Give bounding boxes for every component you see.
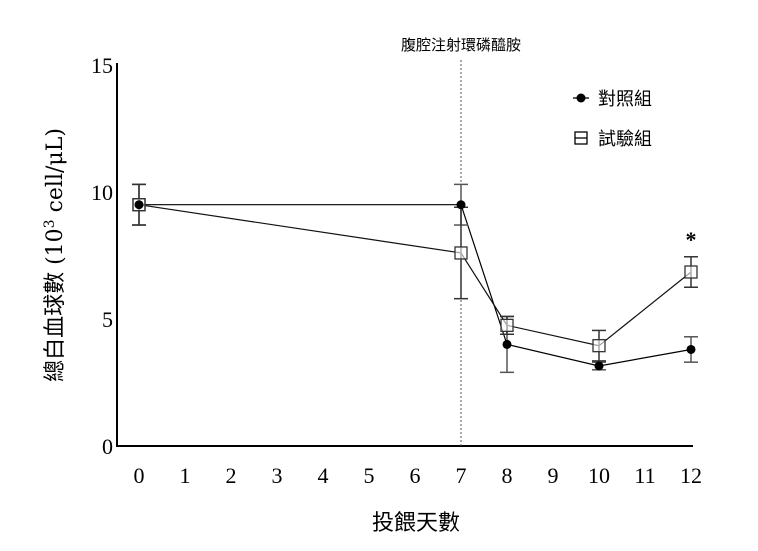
x-tick-label: 2 <box>226 463 237 488</box>
y-tick-label: 10 <box>91 180 113 205</box>
marker-open-square <box>684 265 698 279</box>
marker-filled-circle <box>594 361 604 371</box>
marker-open-square <box>500 318 514 333</box>
significance-star: * <box>686 227 697 252</box>
y-axis-label: 總白血球數 (103 cell/μL) <box>42 128 68 382</box>
legend-marker-filled-circle <box>576 93 586 103</box>
series-line-treatment <box>138 204 692 347</box>
marker-open-square <box>454 246 468 260</box>
x-tick-label: 6 <box>410 463 421 488</box>
x-tick-label: 11 <box>634 463 655 488</box>
x-tick-label: 9 <box>548 463 559 488</box>
marker-open-square <box>592 339 606 353</box>
legend-label-treatment: 試驗組 <box>598 129 652 150</box>
x-axis-label: 投餵天數 <box>372 511 460 536</box>
y-tick-label: 5 <box>102 307 113 332</box>
x-tick-label: 0 <box>134 463 145 488</box>
marker-filled-circle <box>456 200 466 210</box>
marker-open-square <box>132 198 146 212</box>
x-tick-label: 3 <box>272 463 283 488</box>
x-tick-label: 5 <box>364 463 375 488</box>
x-tick-label: 4 <box>318 463 329 488</box>
series-line-control <box>139 204 692 367</box>
y-tick-label: 0 <box>102 434 113 459</box>
annotation-label: 腹腔注射環磷醯胺 <box>401 36 521 54</box>
x-tick-label: 1 <box>180 463 191 488</box>
marker-filled-circle <box>502 339 512 349</box>
x-tick-label: 7 <box>456 463 467 488</box>
x-tick-label: 12 <box>680 463 702 488</box>
marker-filled-circle <box>686 344 696 354</box>
x-tick-label: 8 <box>502 463 513 488</box>
marker-filled-circle <box>134 200 144 210</box>
y-tick-label: 15 <box>91 53 113 78</box>
legend-label-control: 對照組 <box>598 89 652 110</box>
x-tick-label: 10 <box>588 463 610 488</box>
